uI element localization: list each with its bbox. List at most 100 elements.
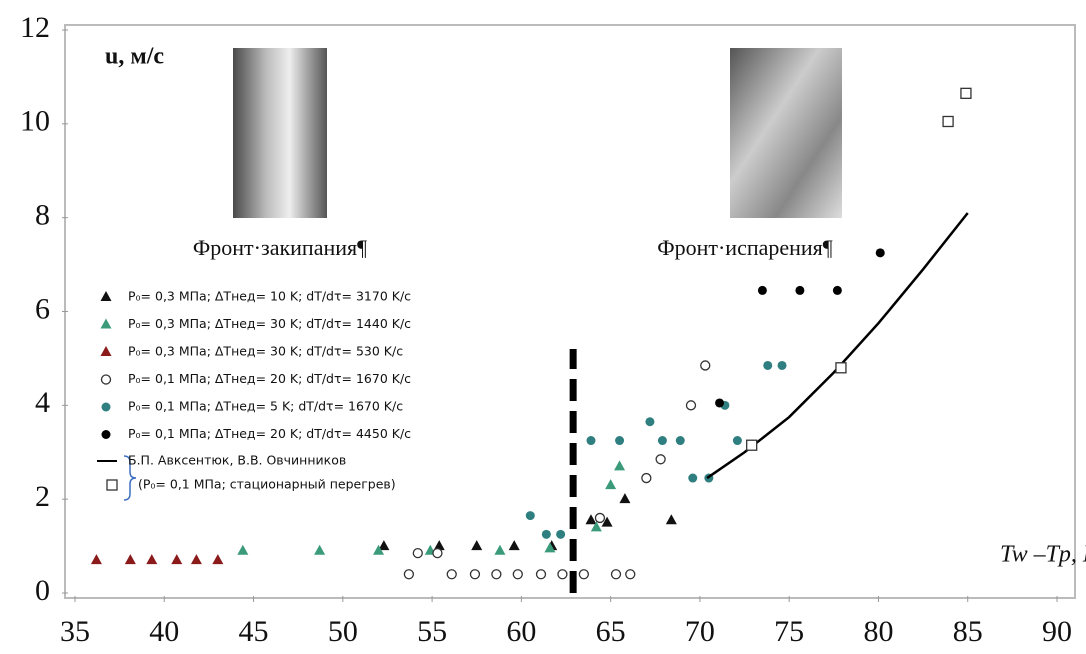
x-tick-label: 80 [863, 615, 893, 648]
y-axis-label: u, м/с [105, 44, 164, 70]
x-tick-label: 65 [596, 615, 626, 648]
legend-label: P₀= 0,3 МПа; ΔTнед= 30 K; dT/dτ= 1440 K/… [128, 316, 411, 331]
data-point [494, 544, 506, 555]
data-point [525, 511, 535, 521]
data-point [619, 493, 631, 504]
data-point [578, 569, 590, 580]
x-tick-label: 50 [328, 615, 358, 648]
legend-swatch [106, 479, 118, 491]
fit-line [706, 212, 969, 480]
data-point [645, 417, 655, 427]
data-point [541, 529, 551, 539]
data-point [763, 360, 773, 370]
legend-swatch [101, 402, 111, 412]
data-point [625, 569, 636, 580]
photo-evaporation [730, 48, 842, 218]
data-point [508, 540, 520, 551]
data-point [314, 544, 326, 555]
data-point [675, 436, 685, 446]
x-tick-label: 85 [953, 615, 983, 648]
data-point [535, 569, 547, 580]
data-point [403, 569, 415, 580]
x-tick-label: 35 [60, 615, 90, 648]
x-tick-label: 90 [1042, 615, 1072, 648]
data-point [655, 454, 666, 465]
y-tick-label: 12 [20, 11, 50, 44]
annotation: Фронт·закипания¶ [193, 235, 367, 260]
data-point [586, 436, 596, 446]
data-point [124, 554, 136, 565]
data-point [237, 544, 249, 555]
legend-swatch [101, 430, 111, 439]
data-point [373, 544, 385, 555]
data-point [715, 398, 725, 408]
data-point [590, 521, 602, 532]
legend-label: Б.П. Авксентюк, В.В. Овчинников [128, 453, 346, 468]
data-point [212, 554, 224, 565]
data-point [412, 547, 423, 559]
legend-label: P₀= 0,3 МПа; ΔTнед= 10 K; dT/dτ= 3170 K/… [128, 289, 411, 304]
data-point [942, 115, 954, 128]
data-point [835, 362, 847, 374]
data-point [777, 360, 787, 370]
legend-swatch [100, 374, 112, 385]
data-point [557, 569, 568, 580]
data-point [544, 542, 556, 553]
data-point [700, 360, 711, 371]
legend-label: P₀= 0,1 МПа; ΔTнед= 5 K; dT/dτ= 1670 K/с [128, 399, 403, 414]
data-point [601, 516, 613, 527]
data-point [960, 87, 972, 99]
data-point [585, 514, 597, 525]
y-tick-label: 6 [35, 292, 50, 325]
data-point [471, 540, 483, 551]
data-point [757, 285, 767, 295]
data-point [512, 569, 523, 580]
y-tick-label: 4 [35, 386, 50, 419]
data-point [446, 569, 457, 580]
data-point [685, 400, 697, 411]
data-point [746, 439, 758, 451]
data-point [605, 479, 617, 490]
x-axis-label: Tw –Tp, K [1000, 542, 1086, 568]
data-point [594, 512, 606, 524]
data-point [171, 554, 183, 565]
photo-boiling [233, 48, 327, 218]
x-tick-label: 55 [417, 615, 447, 648]
annotation: Фронт·испарения¶ [657, 235, 833, 260]
legend-label: (P₀= 0,1 МПа; стационарный перегрев) [138, 477, 396, 492]
data-point [469, 569, 481, 580]
x-tick-label: 40 [149, 615, 179, 648]
x-tick-label: 45 [239, 615, 269, 648]
legend-swatch [100, 291, 112, 301]
data-point [614, 460, 626, 471]
y-tick-label: 2 [35, 480, 50, 513]
data-point [90, 554, 102, 565]
y-tick-label: 10 [20, 105, 50, 138]
data-point [146, 554, 158, 565]
y-tick-label: 0 [35, 574, 50, 607]
x-tick-label: 75 [774, 615, 804, 648]
legend-brace [123, 455, 137, 501]
data-point [688, 473, 698, 483]
data-point [875, 248, 885, 258]
data-point [832, 285, 842, 295]
y-tick-label: 8 [35, 199, 50, 232]
data-point [615, 436, 625, 446]
legend-swatch [100, 318, 112, 329]
data-point [491, 569, 502, 580]
data-point [732, 436, 742, 446]
x-tick-label: 70 [685, 615, 715, 648]
data-point [795, 285, 805, 295]
data-point [657, 436, 667, 446]
legend-label: P₀= 0,1 МПа; ΔTнед= 20 K; dT/dτ= 1670 K/… [128, 371, 411, 386]
legend-swatch [100, 346, 112, 356]
x-tick-label: 60 [506, 615, 536, 648]
data-point [610, 569, 622, 580]
data-point [432, 547, 443, 559]
data-point [641, 472, 652, 484]
data-point [665, 514, 677, 525]
data-point [190, 554, 202, 565]
legend-label: P₀= 0,1 МПа; ΔTнед= 20 K; dT/dτ= 4450 K/… [128, 426, 411, 441]
data-point [378, 540, 390, 551]
